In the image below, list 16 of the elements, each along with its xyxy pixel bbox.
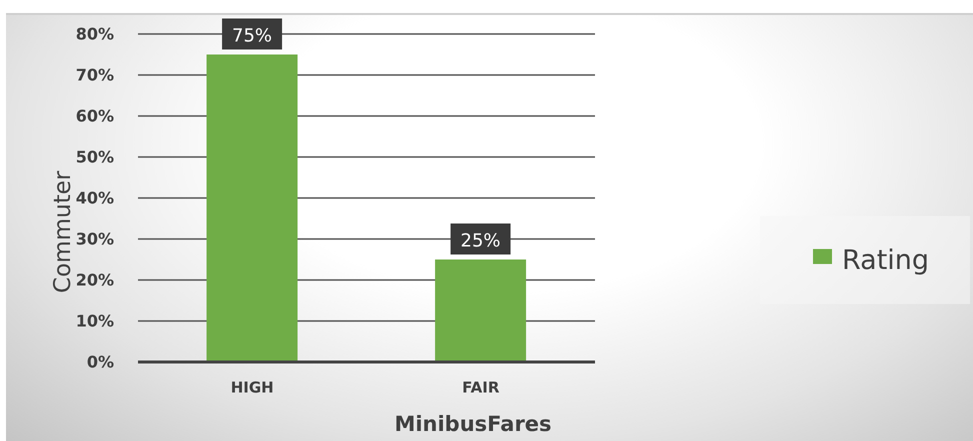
x-tick-label: HIGH <box>230 378 274 397</box>
y-tick-label: 50% <box>76 148 114 167</box>
legend-label: Rating <box>842 244 930 276</box>
data-label: 75% <box>232 26 272 46</box>
y-tick-label: 10% <box>76 312 114 331</box>
y-tick-label: 80% <box>76 24 114 44</box>
data-label: 25% <box>460 230 501 252</box>
y-tick-label: 60% <box>76 106 114 126</box>
y-tick-label: 0% <box>86 352 114 372</box>
y-axis-title: Commuter <box>50 170 76 294</box>
x-tick-label: FAIR <box>462 378 500 397</box>
x-axis-title: MinibusFares <box>394 412 552 436</box>
y-tick-label: 30% <box>76 230 114 249</box>
y-tick-label: 70% <box>76 66 114 85</box>
y-tick-label: 40% <box>76 188 114 208</box>
y-tick-label: 20% <box>76 270 114 290</box>
